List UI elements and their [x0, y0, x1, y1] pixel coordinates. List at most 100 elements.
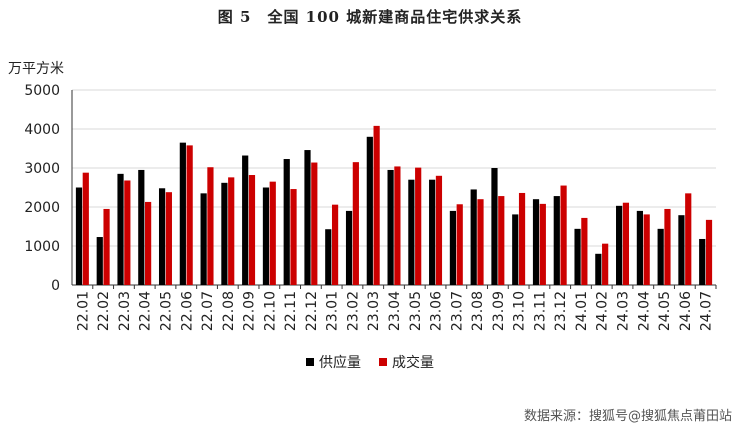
bar-supply: [262, 187, 270, 285]
bar-supply: [449, 210, 457, 285]
x-tick-label: 24.03: [616, 291, 632, 331]
bar-supply: [179, 142, 186, 285]
bar-sales: [622, 202, 630, 285]
x-tick-label: 22.11: [283, 291, 299, 331]
x-tick-label: 23.03: [366, 291, 382, 331]
bar-sales: [145, 201, 152, 285]
x-tick-label: 22.10: [262, 291, 278, 331]
bar-supply: [429, 179, 436, 285]
bar-sales: [269, 181, 276, 285]
x-tick-label: 22.08: [221, 291, 237, 331]
bar-supply: [491, 168, 498, 285]
x-tick-label: 22.07: [200, 291, 216, 331]
legend-item-supply: 供应量: [306, 352, 361, 372]
y-tick-label: 4000: [24, 122, 60, 138]
bar-sales: [373, 125, 380, 285]
x-tick-label: 22.01: [75, 291, 91, 331]
y-tick-label: 0: [51, 278, 60, 294]
x-tick-label: 23.01: [325, 291, 341, 331]
legend-item-sales: 成交量: [379, 352, 434, 372]
x-tick-label: 24.07: [699, 291, 715, 331]
source-note: 数据来源：搜狐号@搜狐焦点莆田站: [523, 409, 732, 424]
bar-supply: [158, 188, 166, 285]
x-tick-label: 24.05: [657, 291, 673, 331]
legend-label-supply: 供应量: [319, 355, 361, 371]
bar-sales: [435, 175, 443, 285]
bar-supply: [574, 228, 581, 285]
bar-sales: [103, 208, 110, 285]
bar-sales: [581, 217, 588, 285]
bar-supply: [221, 182, 228, 285]
bar-sales: [248, 175, 256, 285]
bar-sales: [82, 172, 89, 285]
x-tick-label: 24.06: [678, 291, 694, 331]
x-tick-label: 23.05: [408, 291, 424, 331]
bar-supply: [470, 189, 477, 285]
x-tick-label: 24.04: [636, 291, 652, 331]
y-axis-unit-label: 万平方米: [8, 61, 64, 77]
x-tick-label: 23.06: [429, 291, 445, 331]
x-tick-label: 23.02: [345, 291, 361, 331]
bar-supply: [699, 238, 706, 285]
bar-sales: [560, 185, 567, 285]
bar-sales: [664, 208, 671, 285]
bar-supply: [345, 210, 353, 285]
bar-sales: [477, 199, 484, 285]
y-tick-label: 5000: [24, 83, 60, 99]
bar-supply: [325, 229, 332, 285]
x-tick-label: 23.09: [491, 291, 507, 331]
bar-supply: [532, 199, 540, 285]
x-tick-label: 24.02: [595, 291, 611, 331]
bar-supply: [595, 253, 602, 285]
x-tick-label: 23.10: [512, 291, 528, 331]
bar-sales: [498, 196, 505, 285]
legend-swatch-sales: [379, 358, 387, 366]
bar-sales: [518, 192, 526, 285]
bar-sales: [186, 145, 193, 285]
x-tick-label: 22.12: [304, 291, 320, 331]
bar-supply: [616, 205, 623, 285]
bar-sales: [705, 219, 713, 285]
bar-sales: [539, 203, 546, 285]
bar-sales: [685, 193, 692, 285]
bar-sales: [207, 167, 214, 285]
x-tick-label: 23.07: [449, 291, 465, 331]
bar-sales: [602, 243, 609, 285]
bar-supply: [366, 136, 373, 285]
x-tick-label: 23.08: [470, 291, 486, 331]
bar-sales: [415, 167, 422, 285]
x-tick-label: 24.01: [574, 291, 590, 331]
bar-supply: [117, 173, 124, 285]
bar-supply: [387, 169, 394, 285]
bar-supply: [283, 159, 290, 285]
bar-sales: [352, 162, 359, 285]
bar-supply: [138, 169, 145, 285]
bar-sales: [124, 180, 131, 285]
chart-title: 图 5 全国 100 城新建商品住宅供求关系: [217, 8, 523, 26]
bar-sales: [643, 214, 650, 285]
bar-sales: [228, 177, 235, 285]
x-tick-label: 23.11: [532, 291, 548, 331]
bar-supply: [96, 237, 103, 285]
bar-supply: [200, 193, 207, 285]
bar-supply: [75, 187, 83, 285]
bar-sales: [290, 189, 297, 285]
bar-supply: [636, 210, 643, 285]
x-tick-label: 22.05: [158, 291, 174, 331]
legend: 供应量 成交量: [0, 352, 740, 372]
bar-supply: [304, 150, 311, 285]
y-tick-label: 2000: [24, 200, 60, 216]
bar-supply: [512, 214, 519, 285]
bar-chart: 0 1000 2000 3000 4000 5000 22.01 22.02 22.03 22.0…: [24, 83, 717, 331]
bar-sales: [165, 192, 172, 285]
x-tick-label: 23.04: [387, 291, 403, 331]
bar-supply: [553, 196, 560, 285]
bar-supply: [678, 215, 685, 285]
bar-supply: [408, 179, 415, 285]
x-tick-label: 22.02: [96, 291, 112, 331]
legend-label-sales: 成交量: [392, 355, 434, 371]
bar-sales: [331, 204, 339, 285]
legend-swatch-supply: [306, 358, 314, 366]
x-tick-label: 22.03: [117, 291, 133, 331]
bar-supply: [657, 228, 664, 285]
